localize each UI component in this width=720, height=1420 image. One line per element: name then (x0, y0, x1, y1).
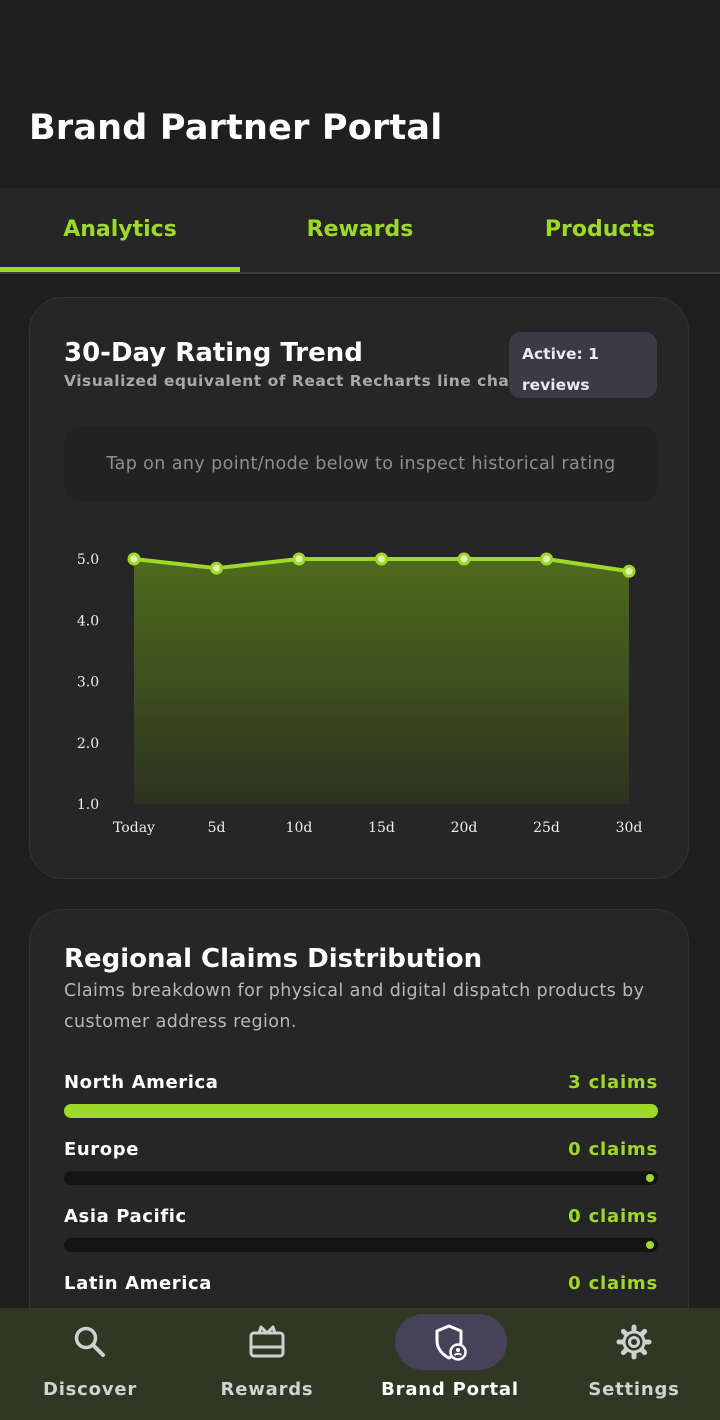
region-bar-track (64, 1104, 658, 1118)
region-claim-count: 0 claims (568, 1273, 658, 1294)
gift-card-icon (249, 1325, 285, 1358)
rating-point-5d[interactable] (210, 561, 223, 575)
rating-line-chart: 5.0 4.0 3.0 2.0 1.0 Today 5d 10d 15d 20d 25d 30d (77, 552, 643, 836)
region-claim-count: 0 claims (568, 1206, 658, 1227)
nav-label: Rewards (220, 1379, 314, 1400)
tab-rewards[interactable]: Rewards (306, 216, 414, 242)
y-tick-label: 1.0 (77, 797, 99, 813)
rating-point-25d[interactable] (540, 552, 553, 566)
active-nav-indicator (395, 1314, 507, 1370)
tab-products[interactable]: Products (544, 216, 656, 242)
x-tick-label: 30d (616, 820, 643, 836)
rating-area-fill (134, 559, 629, 804)
y-tick-label: 3.0 (77, 675, 99, 691)
rating-point-10d[interactable] (292, 552, 306, 566)
search-icon (74, 1326, 105, 1357)
x-tick-label: 5d (208, 820, 226, 836)
page-title: Brand Partner Portal (29, 108, 443, 148)
rating-trend-card: 30-Day Rating Trend Visualized equivalen… (29, 297, 689, 879)
nav-settings[interactable]: Settings (544, 1308, 720, 1420)
nav-discover[interactable]: Discover (0, 1308, 180, 1420)
nav-brand-portal[interactable]: Brand Portal (360, 1308, 540, 1420)
app-header: Brand Partner Portal (0, 0, 720, 188)
rating-point-today[interactable] (127, 552, 141, 566)
regional-card-title: Regional Claims Distribution (64, 944, 483, 974)
x-tick-label: 20d (451, 820, 478, 836)
region-claim-count: 0 claims (568, 1139, 658, 1160)
region-name: Europe (64, 1139, 140, 1160)
rating-card-subtitle: Visualized equivalent of React Recharts … (64, 372, 526, 390)
region-bar-fill (64, 1104, 658, 1118)
badge-line-2: reviews (522, 376, 590, 394)
y-tick-label: 2.0 (77, 736, 99, 752)
x-tick-label: Today (113, 820, 155, 836)
x-tick-label: 25d (533, 820, 560, 836)
tab-bar: Analytics Rewards Products (0, 188, 720, 274)
nav-label: Settings (588, 1379, 680, 1400)
rating-point-15d[interactable] (375, 552, 388, 566)
active-reviews-badge: Active: 1 reviews (509, 332, 657, 398)
nav-label: Brand Portal (381, 1379, 519, 1400)
chart-hint: Tap on any point/node below to inspect h… (64, 426, 658, 502)
region-name: Asia Pacific (64, 1206, 187, 1227)
region-bar-dot (646, 1174, 654, 1182)
gear-icon (616, 1324, 652, 1360)
nav-rewards[interactable]: Rewards (177, 1308, 357, 1420)
rating-card-title: 30-Day Rating Trend (64, 338, 363, 368)
region-name: Latin America (64, 1273, 213, 1294)
tab-analytics[interactable]: Analytics (0, 188, 240, 272)
y-tick-label: 4.0 (77, 613, 99, 629)
x-tick-label: 10d (286, 820, 313, 836)
nav-label: Discover (42, 1379, 138, 1400)
region-name: North America (64, 1072, 219, 1093)
region-bar-track (64, 1238, 658, 1252)
region-bar-track (64, 1171, 658, 1185)
x-tick-label: 15d (368, 820, 395, 836)
shield-user-icon (435, 1324, 467, 1361)
y-tick-label: 5.0 (77, 552, 99, 568)
region-claim-count: 3 claims (568, 1072, 658, 1093)
rating-point-30d[interactable] (622, 564, 636, 578)
regional-card-description: Claims breakdown for physical and digita… (64, 981, 645, 1032)
rating-point-20d[interactable] (457, 552, 471, 566)
bottom-navigation: Discover Rewards Brand Portal (0, 1308, 720, 1420)
regional-claims-card: Regional Claims Distribution Claims brea… (29, 909, 689, 1369)
region-bar-dot (646, 1241, 654, 1249)
badge-line-1: Active: 1 (522, 345, 599, 363)
